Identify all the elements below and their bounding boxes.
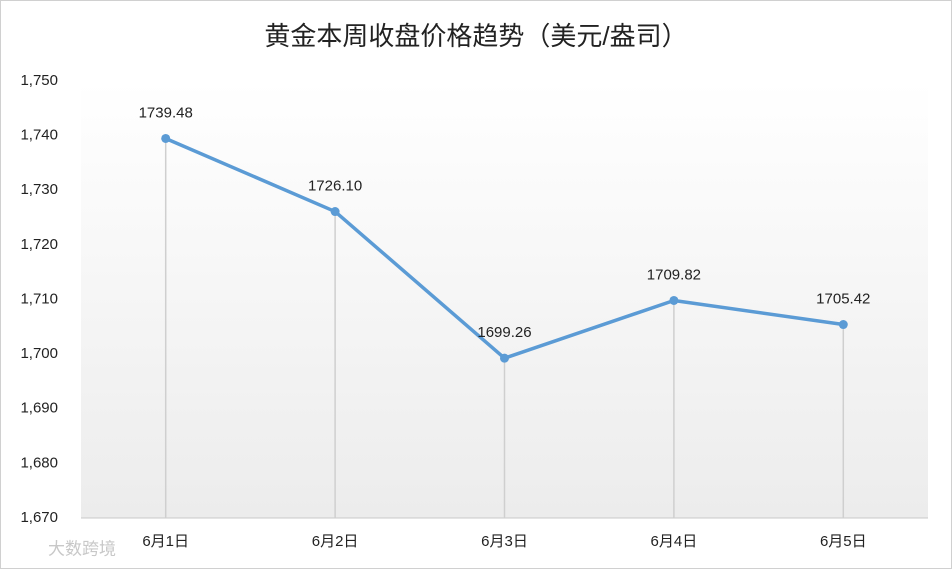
point [838,320,848,330]
data-label: 1699.26 [477,324,531,341]
data-label: 1709.82 [647,266,701,283]
data-label: 1705.42 [816,290,870,307]
y-tick-label: 1,710 [20,290,58,307]
point [500,353,509,363]
data-label: 1726.10 [308,178,362,195]
y-tick-label: 1,720 [20,236,58,253]
data-label: 1739.48 [139,104,193,121]
y-tick-label: 1,740 [20,127,58,144]
watermark: 大数跨境 [48,539,116,558]
x-tick-label: 6月2日 [312,533,359,550]
x-tick-label: 6月3日 [481,533,528,550]
y-tick-label: 1,700 [20,345,58,362]
x-tick-label: 6月5日 [820,533,867,550]
point [669,295,679,305]
x-tick-label: 6月4日 [651,533,698,550]
y-tick-label: 1,690 [20,400,58,417]
y-tick-label: 1,730 [20,181,58,198]
point [161,133,171,143]
chart-title: 黄金本周收盘价格趋势（美元/盎司） [264,21,687,51]
x-tick-label: 6月1日 [142,533,189,550]
y-tick-label: 1,680 [20,454,58,471]
y-tick-label: 1,750 [20,72,58,89]
y-tick-label: 1,670 [20,509,58,526]
point [330,207,340,217]
